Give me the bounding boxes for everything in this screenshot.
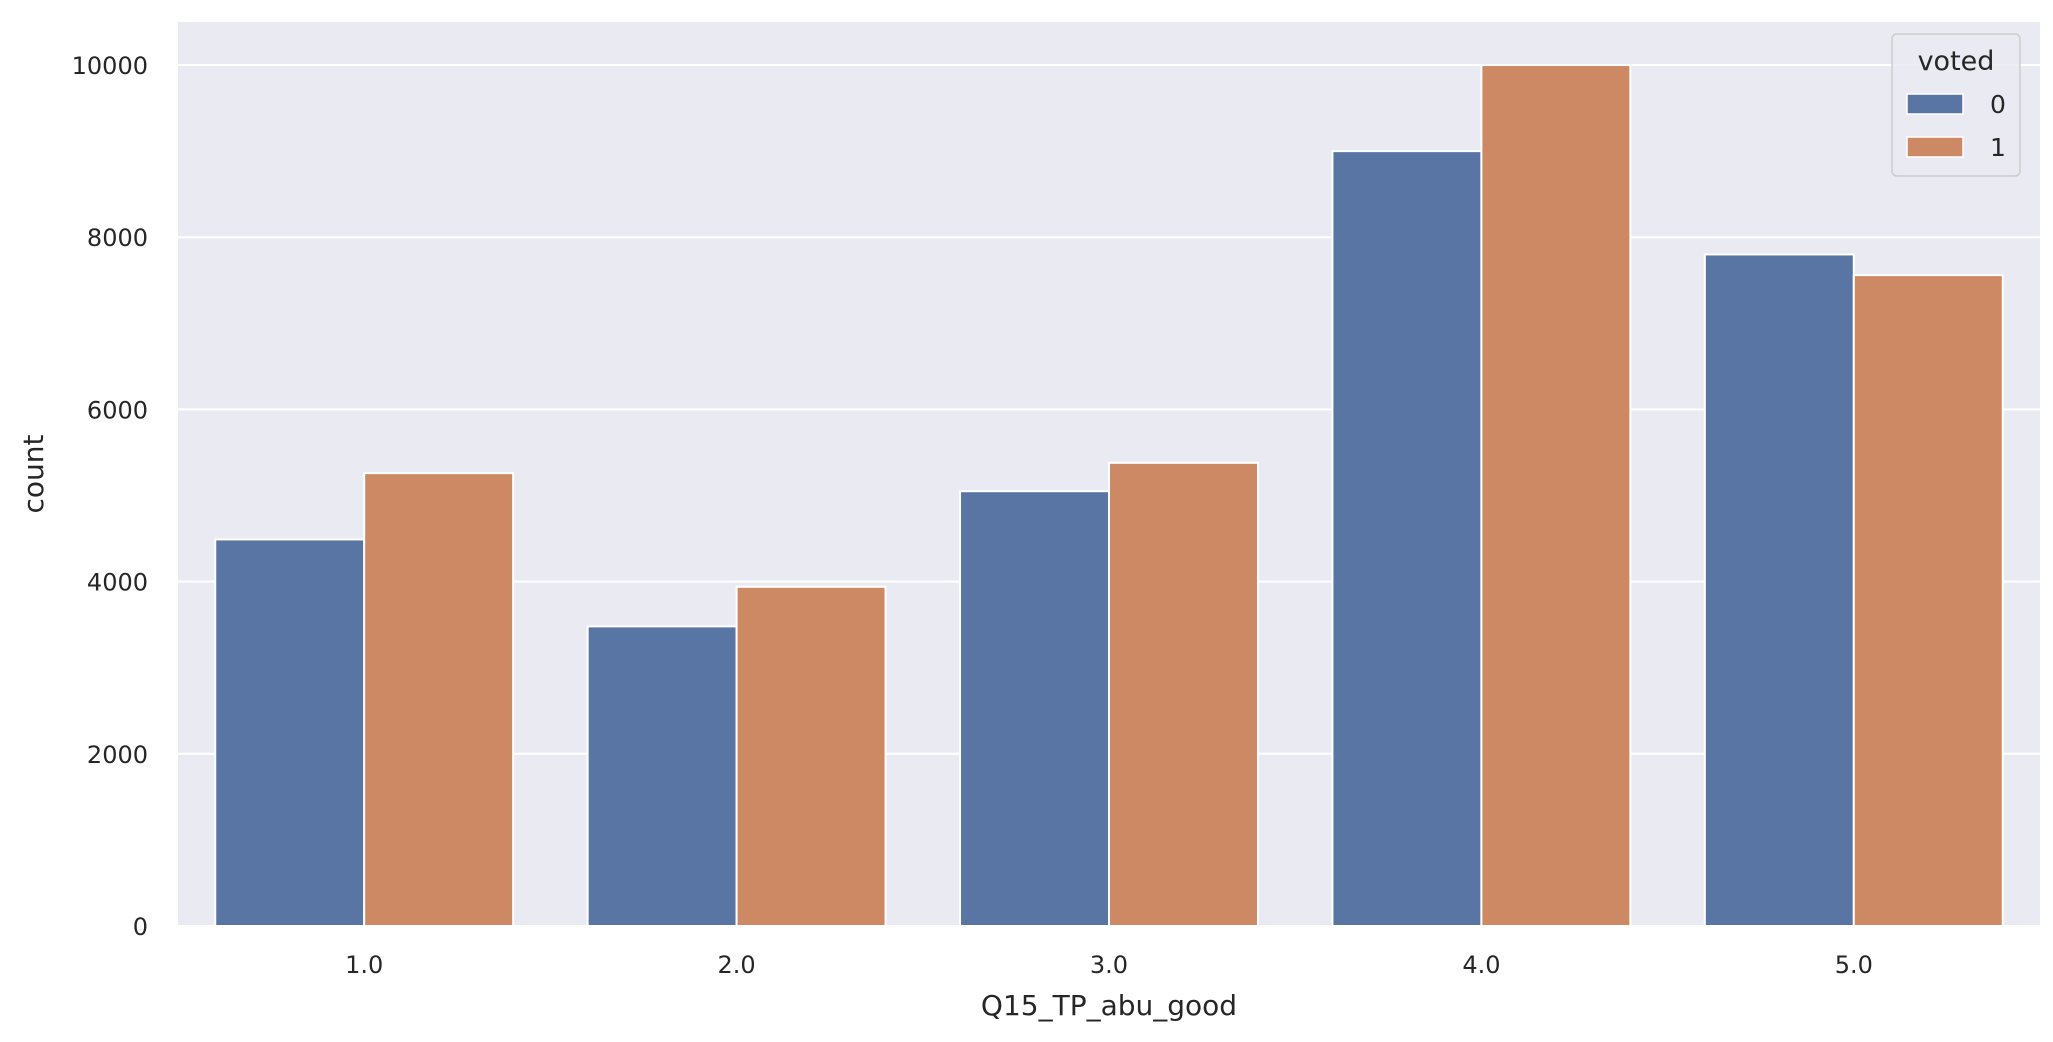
- bar-1.0-series-0: [214, 538, 366, 927]
- legend-title: voted: [1918, 46, 1995, 77]
- bar-2.0-series-1: [735, 585, 887, 928]
- legend-label-series-1: 1: [1990, 133, 2006, 162]
- bar-3.0-series-1: [1108, 461, 1259, 927]
- bar-5.0-series-1: [1852, 274, 2004, 927]
- x-tick-label: 3.0: [1090, 951, 1128, 979]
- bar-2.0-series-0: [586, 625, 738, 927]
- bars: [214, 64, 2004, 928]
- legend-swatch-series-0: [1906, 93, 1964, 115]
- y-tick-label: 6000: [87, 396, 148, 424]
- x-axis-label: Q15_TP_abu_good: [981, 989, 1237, 1022]
- y-tick-label: 4000: [87, 569, 148, 597]
- bar-3.0-series-0: [959, 490, 1110, 927]
- y-tick-label: 0: [133, 913, 148, 941]
- x-tick-label: 5.0: [1835, 951, 1873, 979]
- x-tick-label: 1.0: [345, 951, 383, 979]
- y-tick-label: 8000: [87, 224, 148, 252]
- legend-label-series-0: 0: [1990, 90, 2006, 119]
- bar-5.0-series-0: [1703, 253, 1855, 927]
- bar-1.0-series-1: [363, 472, 515, 927]
- bar-4.0-series-0: [1331, 150, 1483, 927]
- bar-4.0-series-1: [1480, 64, 1632, 928]
- legend: voted 0 1: [1891, 33, 2021, 177]
- legend-swatch-series-1: [1906, 136, 1964, 158]
- x-tick-label: 2.0: [718, 951, 756, 979]
- x-tick-label: 4.0: [1462, 951, 1500, 979]
- x-axis-ticks: 1.0 2.0 3.0 4.0 5.0: [345, 951, 1873, 979]
- y-axis-ticks: 0 2000 4000 6000 8000 10000: [72, 52, 148, 941]
- y-tick-label: 10000: [72, 52, 148, 80]
- y-axis-label: count: [17, 434, 50, 513]
- y-tick-label: 2000: [87, 741, 148, 769]
